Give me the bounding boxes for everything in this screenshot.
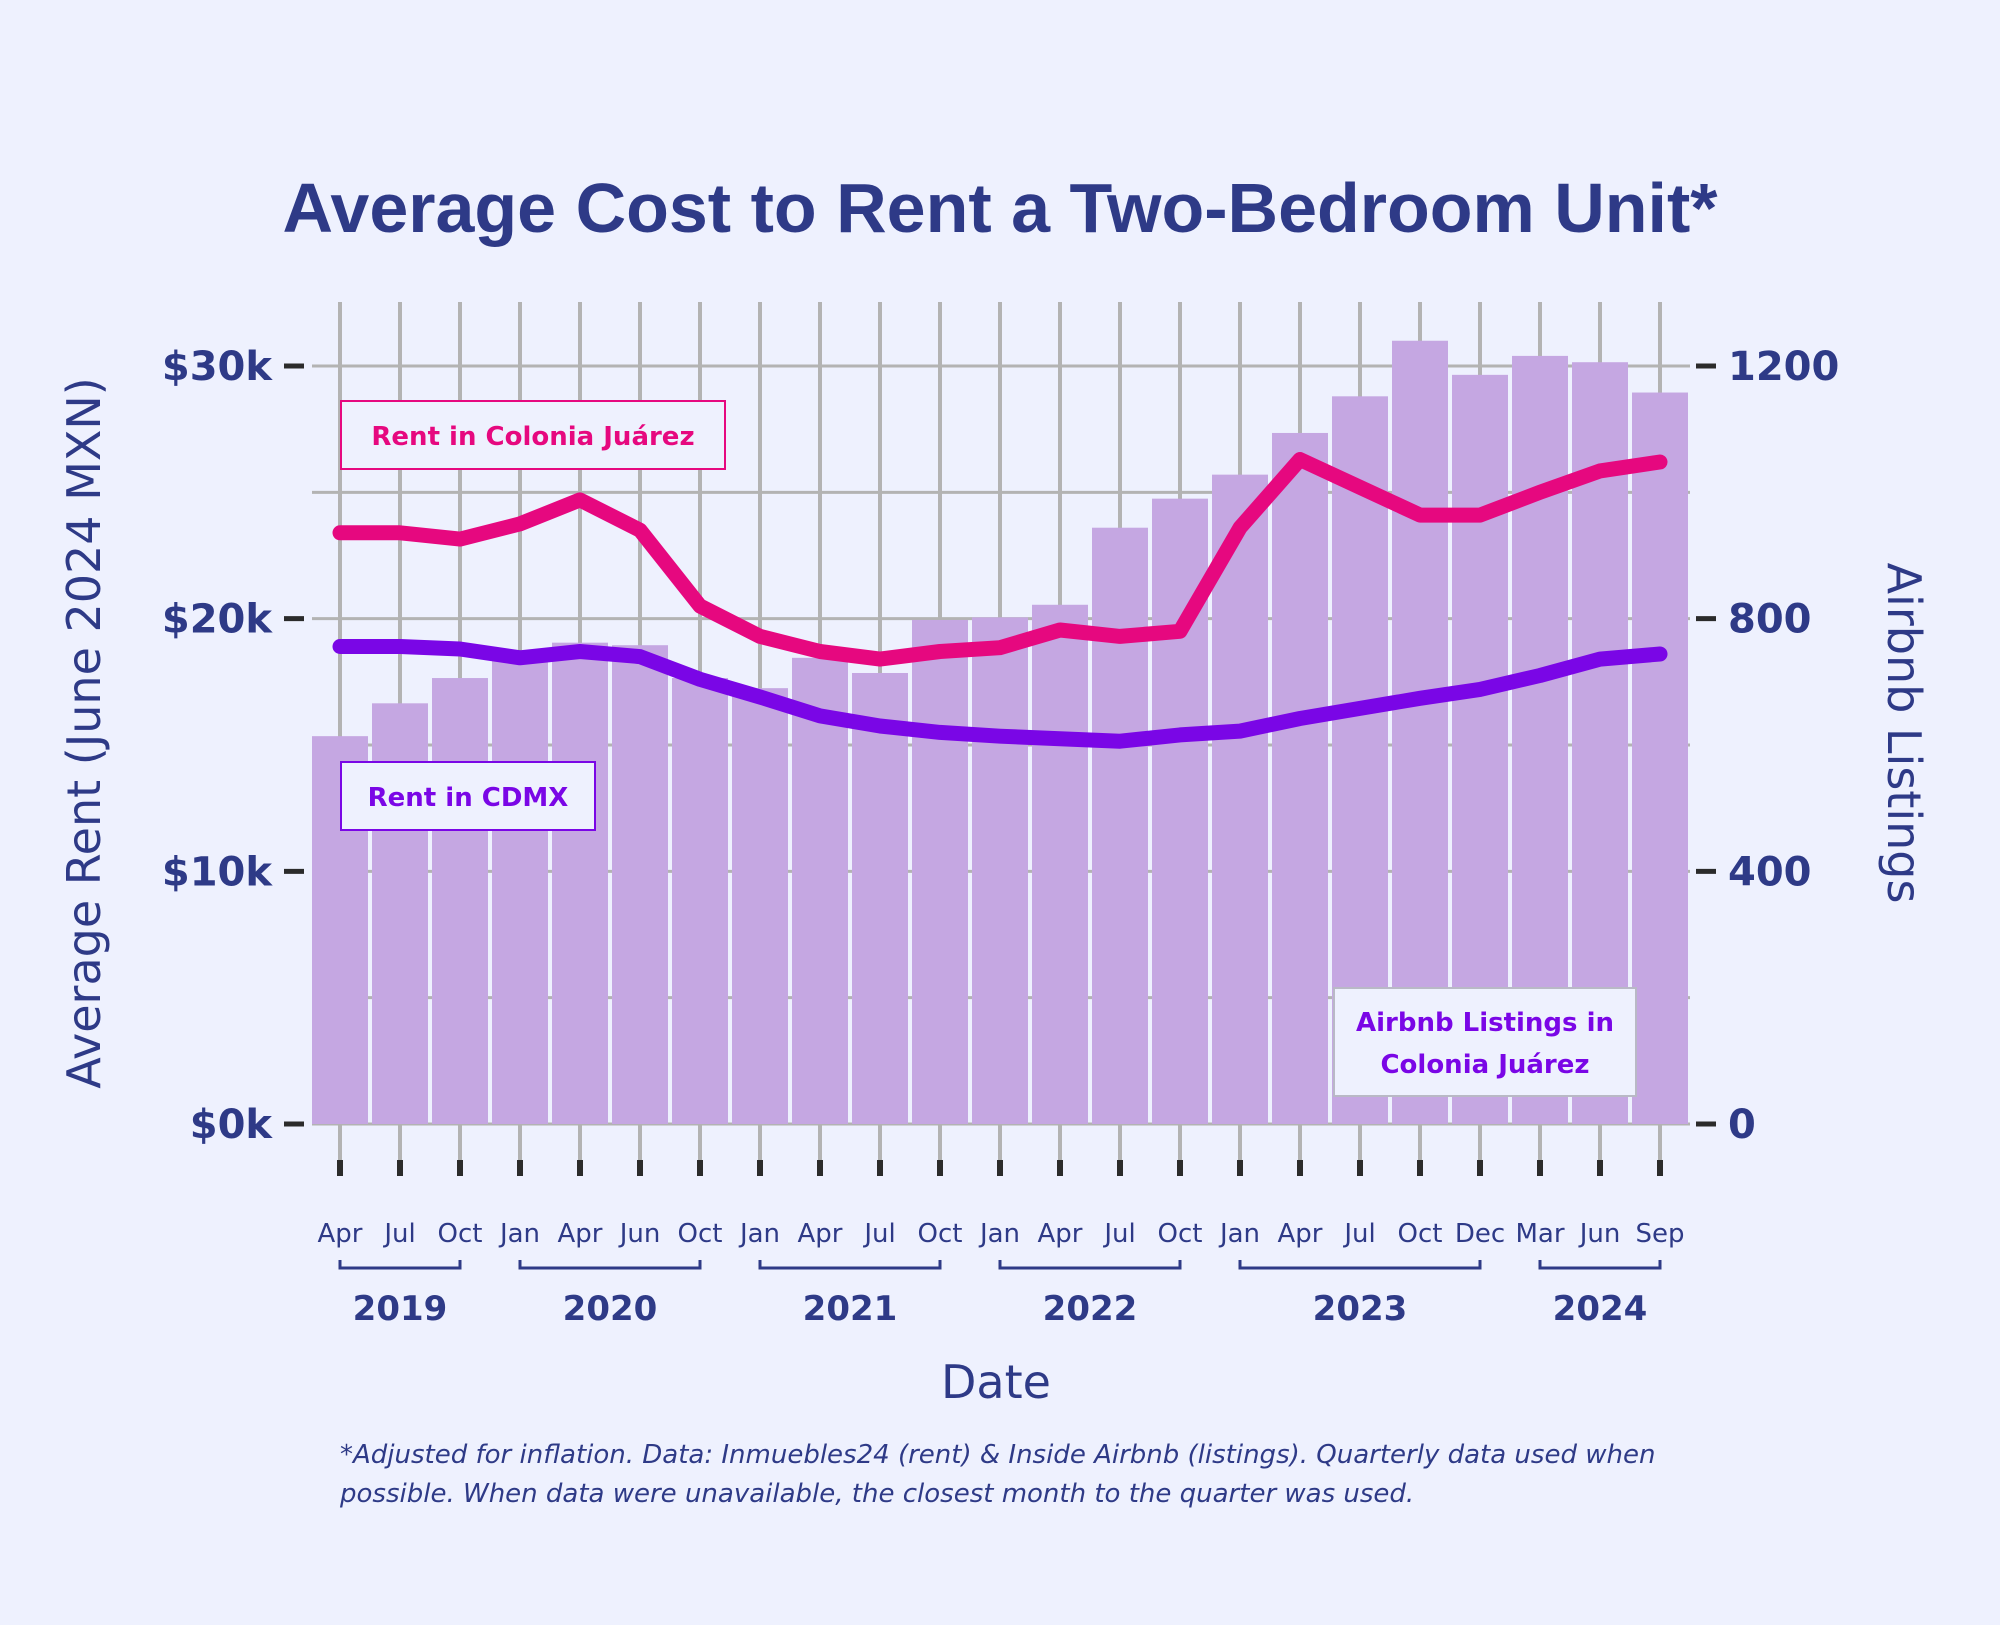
legend-colonia-rent-label: Rent in Colonia Juárez xyxy=(371,422,694,452)
bar xyxy=(1632,392,1688,1124)
y-tick-label: $30k xyxy=(162,344,273,390)
year-bracket xyxy=(998,1260,1182,1270)
footnote-line-1: *Adjusted for inflation. Data: Inmuebles… xyxy=(340,1440,1655,1470)
x-tick-label: Oct xyxy=(438,1219,483,1249)
rent-lines xyxy=(332,452,1668,749)
legend-colonia-rent: Rent in Colonia Juárez xyxy=(340,400,726,470)
y2-tick-label: 800 xyxy=(1728,597,1812,643)
x-tick-label: Jul xyxy=(382,1219,415,1249)
bar xyxy=(912,619,968,1124)
legend-airbnb-label-line2: Colonia Juárez xyxy=(1380,1050,1589,1080)
x-tick-label: Dec xyxy=(1455,1219,1505,1249)
x-tick-label: Apr xyxy=(318,1219,363,1249)
x-tick-label: Apr xyxy=(1278,1219,1323,1249)
x-tick-label: Jul xyxy=(862,1219,895,1249)
year-bracket xyxy=(338,1260,462,1270)
y-axis-right: 0 400 800 1200 xyxy=(1696,344,1839,1148)
year-bracket xyxy=(1538,1260,1662,1270)
footnote-line-2: possible. When data were unavailable, th… xyxy=(339,1479,1414,1509)
bar xyxy=(972,617,1028,1124)
year-label: 2024 xyxy=(1553,1289,1648,1329)
legend-cdmx-rent: Rent in CDMX xyxy=(340,761,596,831)
bar xyxy=(732,688,788,1124)
bar xyxy=(492,652,548,1124)
x-tick-label: Mar xyxy=(1515,1219,1564,1249)
bar xyxy=(1032,604,1088,1124)
y2-tick-label: 400 xyxy=(1728,849,1812,895)
x-axis-title: Date xyxy=(941,1355,1051,1409)
year-label: 2020 xyxy=(563,1289,658,1329)
year-label: 2023 xyxy=(1313,1289,1408,1329)
legend-airbnb-label-line1: Airbnb Listings in xyxy=(1356,1008,1614,1038)
year-bracket xyxy=(518,1260,702,1270)
y-axis-title: Average Rent (June 2024 MXN) xyxy=(57,377,111,1089)
x-tick-label: Oct xyxy=(918,1219,963,1249)
bar xyxy=(672,678,728,1124)
year-label: 2019 xyxy=(353,1289,448,1329)
bar xyxy=(432,678,488,1124)
legend-airbnb: Airbnb Listings in Colonia Juárez xyxy=(1333,987,1637,1097)
y-tick-label: $10k xyxy=(162,849,273,895)
colonia-rent-line xyxy=(332,452,1668,667)
y2-tick-label: 0 xyxy=(1728,1102,1756,1148)
x-tick-label: Oct xyxy=(1398,1219,1443,1249)
year-bracket xyxy=(758,1260,942,1270)
x-tick-label: Sep xyxy=(1635,1219,1684,1249)
cdmx-rent-line xyxy=(332,639,1668,749)
bar xyxy=(552,642,608,1124)
bar xyxy=(852,672,908,1124)
x-tick-label: Oct xyxy=(1158,1219,1203,1249)
bar xyxy=(1272,432,1328,1124)
bar xyxy=(792,657,848,1124)
x-tick-label: Jan xyxy=(498,1219,540,1249)
bar xyxy=(1092,527,1148,1124)
x-tick-label: Jul xyxy=(1342,1219,1375,1249)
x-tick-label: Apr xyxy=(1038,1219,1083,1249)
x-tick-label: Oct xyxy=(678,1219,723,1249)
x-tick-label: Jan xyxy=(1218,1219,1260,1249)
legend-cdmx-rent-label: Rent in CDMX xyxy=(368,783,569,813)
y-tick-label: $0k xyxy=(190,1102,274,1148)
x-axis: Apr Jul Oct Jan Apr Jun Oct Jan Apr Jul Oct Jan Apr J… xyxy=(318,1160,1685,1329)
year-label: 2022 xyxy=(1043,1289,1138,1329)
y2-tick-label: 1200 xyxy=(1728,344,1839,390)
y2-axis-title: Airbnb Listings xyxy=(1877,563,1931,904)
y-axis-left: $0k $10k $20k $30k xyxy=(162,344,304,1148)
x-tick-label: Jun xyxy=(618,1219,661,1249)
x-tick-label: Jun xyxy=(1578,1219,1621,1249)
bar xyxy=(1212,474,1268,1124)
bar xyxy=(612,645,668,1124)
x-tick-label: Apr xyxy=(798,1219,843,1249)
year-bracket xyxy=(1238,1260,1482,1270)
year-label: 2021 xyxy=(803,1289,898,1329)
chart-title: Average Cost to Rent a Two-Bedroom Unit* xyxy=(282,169,1718,247)
x-tick-label: Jan xyxy=(738,1219,780,1249)
y-tick-label: $20k xyxy=(162,597,273,643)
x-tick-label: Jul xyxy=(1102,1219,1135,1249)
x-tick-label: Apr xyxy=(558,1219,603,1249)
x-tick-label: Jan xyxy=(978,1219,1020,1249)
